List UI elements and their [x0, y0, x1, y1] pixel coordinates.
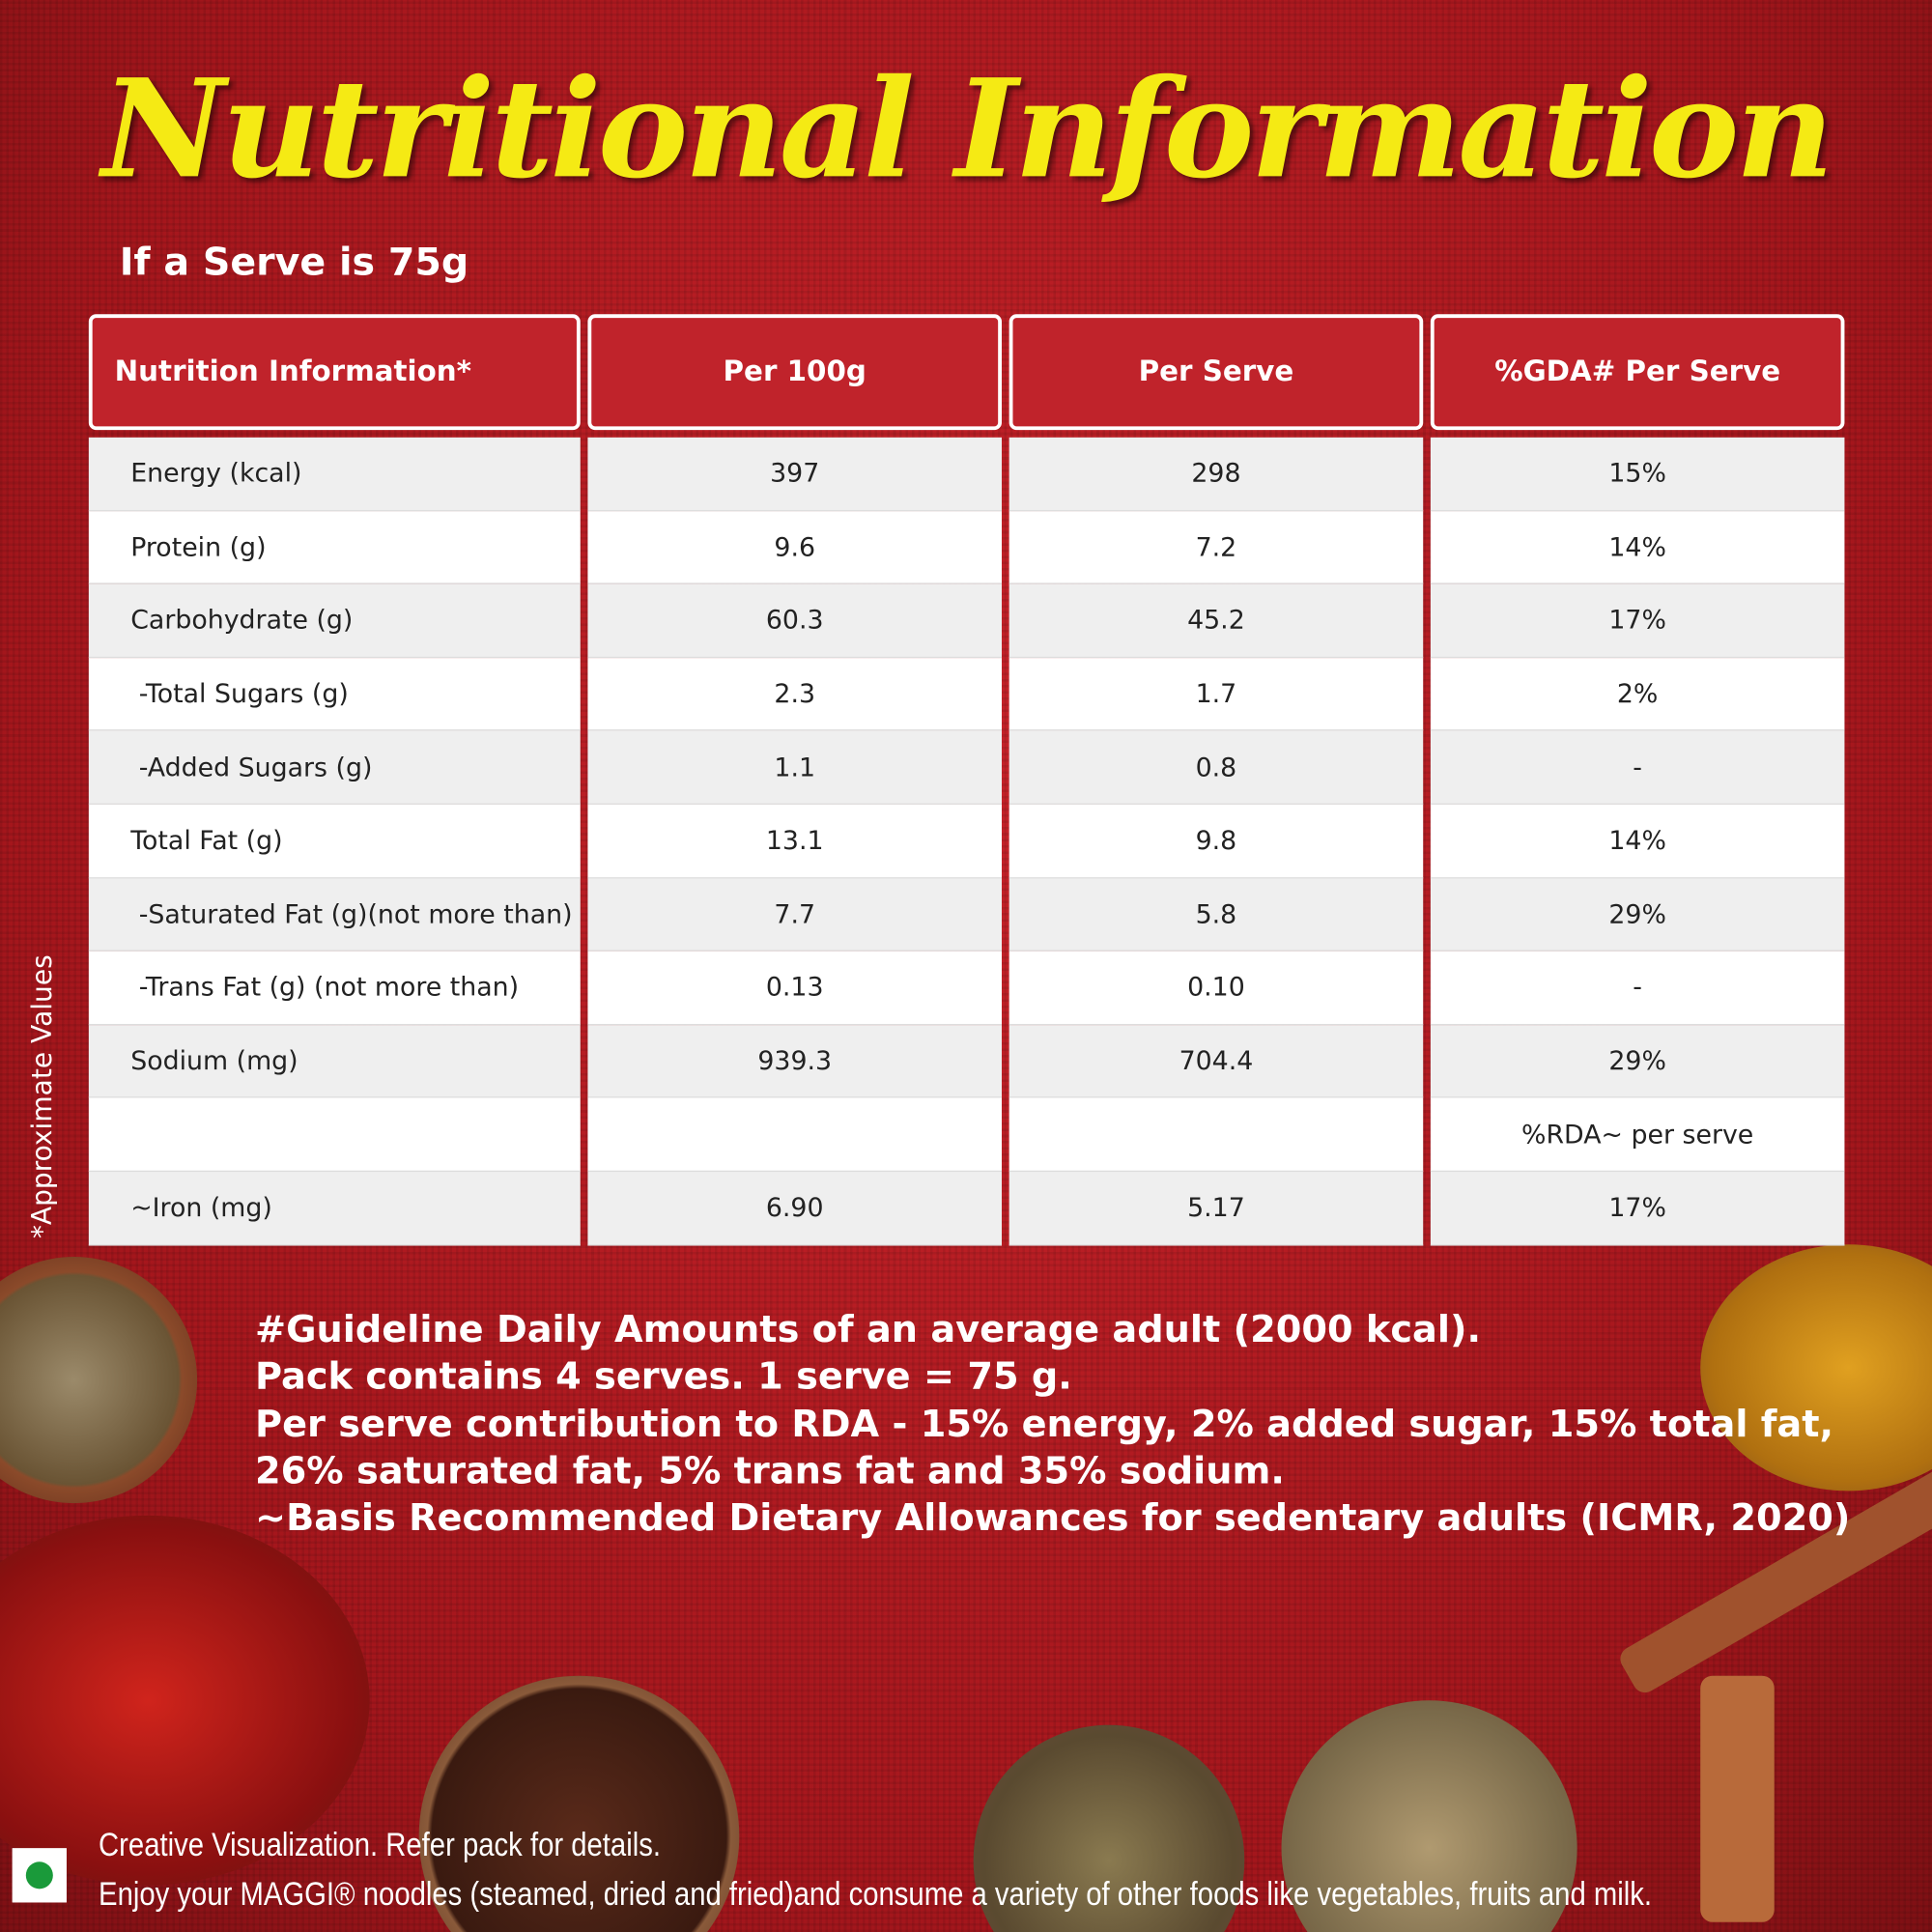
table-header: %GDA# Per Serve	[1430, 314, 1845, 431]
table-cell: -Total Sugars (g)	[88, 657, 581, 731]
spice-decor	[1700, 1244, 1932, 1492]
table-cell: ~Iron (mg)	[88, 1172, 581, 1246]
table-cell: 2%	[1430, 657, 1845, 731]
table-cell: Sodium (mg)	[88, 1024, 581, 1098]
footnote-line: 26% saturated fat, 5% trans fat and 35% …	[255, 1450, 1285, 1493]
table-cell: 0.10	[1009, 951, 1424, 1025]
table-cell: -Saturated Fat (g)(not more than)	[88, 877, 581, 952]
table-cell: 5.17	[1009, 1172, 1424, 1246]
table-cell: 1.7	[1009, 657, 1424, 731]
table-cell: Total Fat (g)	[88, 804, 581, 878]
side-note: *Approximate Values	[27, 954, 59, 1239]
table-cell: 0.8	[1009, 730, 1424, 805]
table-cell: 6.90	[587, 1172, 1002, 1246]
table-cell: -	[1430, 730, 1845, 805]
table-cell: 2.3	[587, 657, 1002, 731]
table-cell: %RDA~ per serve	[1430, 1097, 1845, 1172]
table-cell: 7.2	[1009, 510, 1424, 584]
table-cell: Carbohydrate (g)	[88, 583, 581, 658]
spice-decor	[0, 1257, 198, 1504]
table-cell	[587, 1097, 1002, 1172]
table-cell: 13.1	[587, 804, 1002, 878]
table-cell	[88, 1097, 581, 1172]
cinnamon-decor	[1615, 1457, 1932, 1697]
table-header: Nutrition Information*	[88, 314, 581, 431]
table-cell: 397	[587, 437, 1002, 511]
table-cell: 1.1	[587, 730, 1002, 805]
table-cell: 29%	[1430, 1024, 1845, 1098]
table-cell: 45.2	[1009, 583, 1424, 658]
spice-decor	[973, 1724, 1245, 1932]
spice-decor	[418, 1675, 740, 1932]
veg-mark	[12, 1848, 67, 1903]
footnote-line: Pack contains 4 serves. 1 serve = 75 g.	[255, 1355, 1072, 1400]
footer-line: Enjoy your MAGGI® noodles (steamed, drie…	[99, 1875, 1653, 1913]
table-header: Per Serve	[1009, 314, 1424, 431]
title: Nutritional Information	[101, 49, 1833, 209]
table-cell: 0.13	[587, 951, 1002, 1025]
spice-decor	[1281, 1700, 1577, 1932]
footnote-line: ~Basis Recommended Dietary Allowances fo…	[255, 1496, 1851, 1541]
footer-line: Creative Visualization. Refer pack for d…	[99, 1826, 661, 1863]
table-header: Per 100g	[587, 314, 1002, 431]
table-cell: -Added Sugars (g)	[88, 730, 581, 805]
table-cell: 29%	[1430, 877, 1845, 952]
table-cell: 15%	[1430, 437, 1845, 511]
table-cell: 17%	[1430, 583, 1845, 658]
cinnamon-decor	[1700, 1675, 1775, 1922]
table-cell: 9.6	[587, 510, 1002, 584]
table-cell: 60.3	[587, 583, 1002, 658]
table-cell: 5.8	[1009, 877, 1424, 952]
footnote-line: #Guideline Daily Amounts of an average a…	[255, 1308, 1482, 1352]
spice-decor	[0, 1515, 370, 1886]
table-cell: Energy (kcal)	[88, 437, 581, 511]
table-cell: 7.7	[587, 877, 1002, 952]
table-cell: Protein (g)	[88, 510, 581, 584]
footnote-line: Per serve contribution to RDA - 15% ener…	[255, 1403, 1834, 1446]
table-cell: -	[1430, 951, 1845, 1025]
table-cell: 939.3	[587, 1024, 1002, 1098]
table-cell: 298	[1009, 437, 1424, 511]
table-cell: 14%	[1430, 510, 1845, 584]
table-cell: 14%	[1430, 804, 1845, 878]
table-cell: 704.4	[1009, 1024, 1424, 1098]
table-cell: 9.8	[1009, 804, 1424, 878]
table-cell	[1009, 1097, 1424, 1172]
serve-note: If a Serve is 75g	[119, 240, 469, 285]
table-cell: 17%	[1430, 1172, 1845, 1246]
table-cell: -Trans Fat (g) (not more than)	[88, 951, 581, 1025]
